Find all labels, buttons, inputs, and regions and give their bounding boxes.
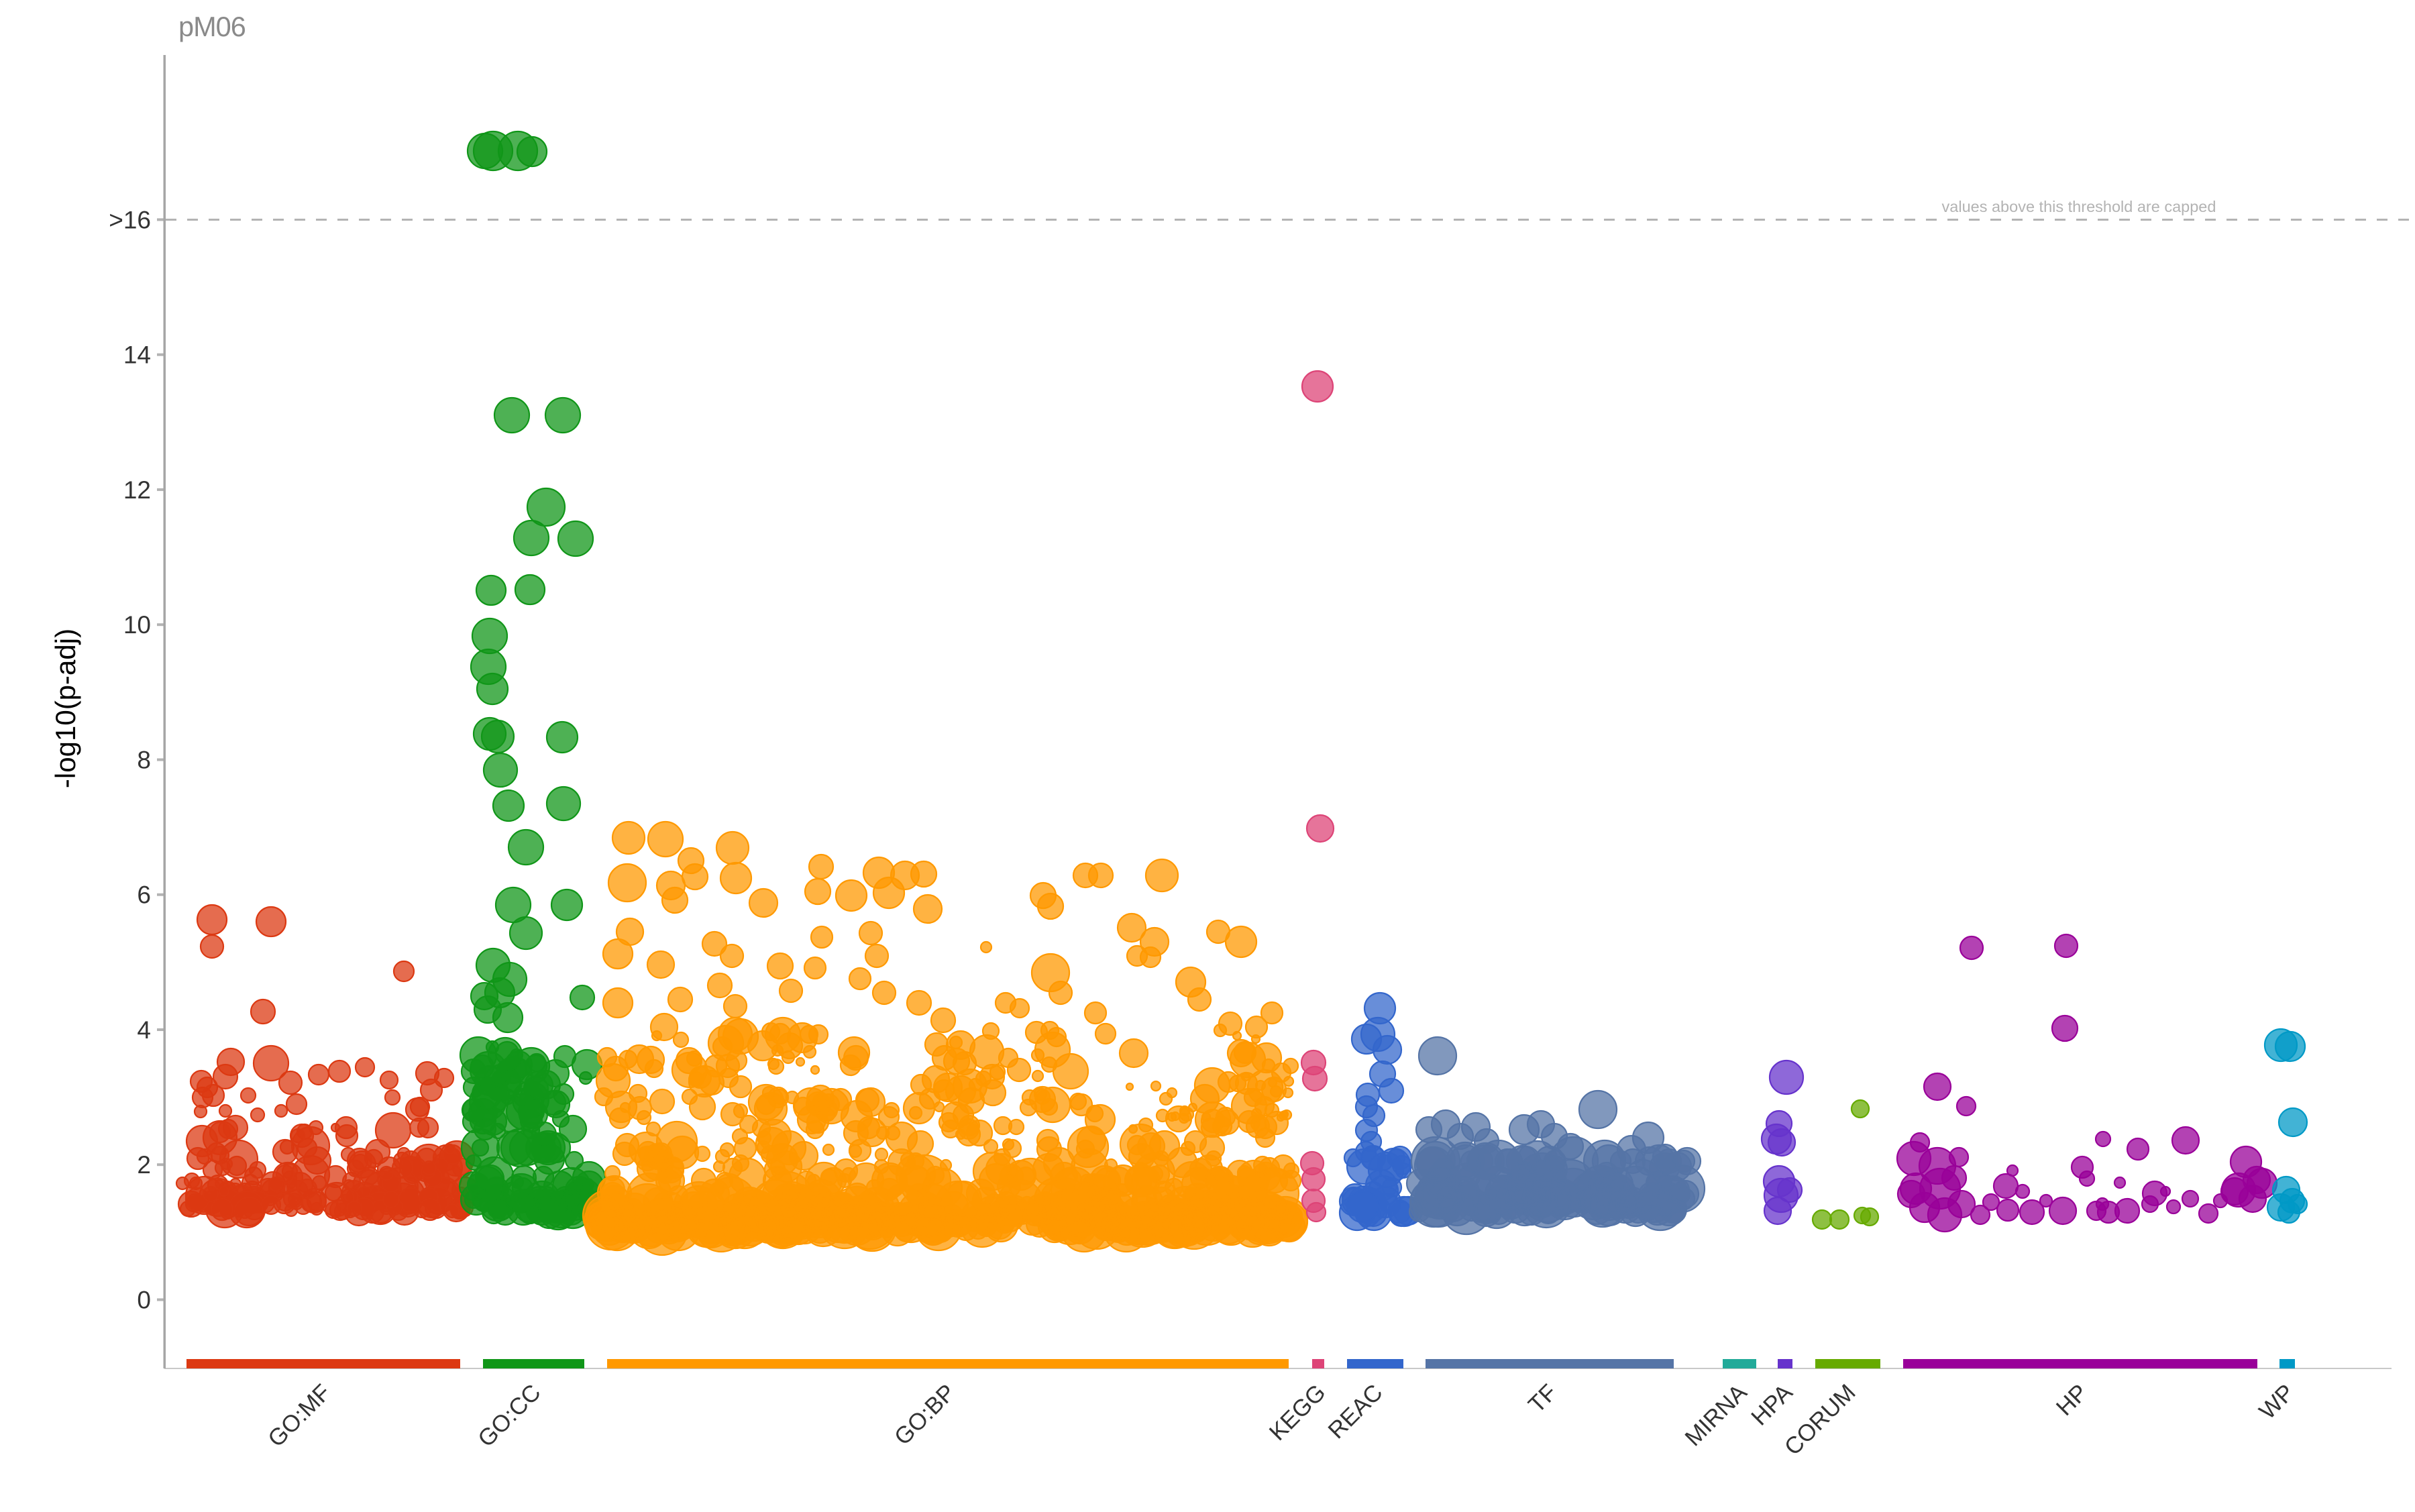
svg-text:-log10(p-adj): -log10(p-adj)	[50, 629, 81, 788]
svg-text:4: 4	[137, 1016, 151, 1044]
svg-text:14: 14	[123, 341, 151, 369]
svg-text:0: 0	[137, 1287, 151, 1314]
svg-text:>16: >16	[109, 206, 151, 233]
svg-text:2: 2	[137, 1151, 151, 1179]
svg-text:8: 8	[137, 747, 151, 774]
svg-text:values above this threshold ar: values above this threshold are capped	[1942, 198, 2216, 215]
svg-text:12: 12	[123, 476, 151, 504]
svg-text:10: 10	[123, 611, 151, 639]
svg-text:6: 6	[137, 881, 151, 909]
svg-text:pM06: pM06	[178, 11, 246, 42]
